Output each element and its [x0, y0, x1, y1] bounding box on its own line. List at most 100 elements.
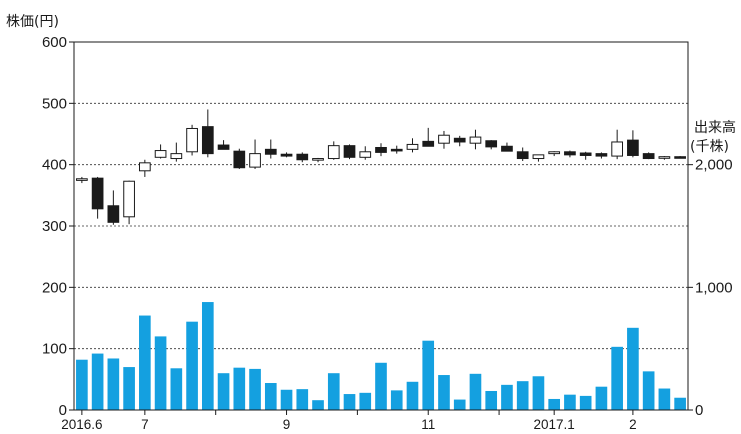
candle: [312, 157, 324, 163]
candle-body-up: [138, 162, 151, 172]
candle: [453, 135, 466, 147]
candle-body-up: [548, 151, 561, 155]
candle: [359, 146, 372, 160]
left-axis-tick-label: 200: [42, 279, 67, 296]
x-axis-tick-label: 9: [283, 417, 291, 432]
volume-bar: [501, 384, 513, 410]
candle: [91, 176, 104, 219]
candle-body-down: [627, 139, 639, 156]
candle: [627, 130, 639, 158]
left-axis-tick-label: 100: [42, 341, 67, 358]
candle: [327, 141, 340, 160]
candle: [658, 156, 671, 160]
right-axis-title-line1: 出来高: [694, 119, 736, 136]
candle-body-down: [91, 177, 104, 210]
candle-body-up: [438, 134, 450, 144]
candle-body-down: [375, 146, 387, 153]
left-axis-tick-label: 500: [42, 95, 67, 112]
volume-bar: [674, 397, 686, 410]
volume-bar: [107, 358, 120, 410]
left-axis-ticks: 0 100 200 300 400 500 600: [42, 34, 74, 419]
volume-bar: [201, 302, 214, 410]
candle: [186, 124, 198, 156]
candle-body-down: [280, 153, 293, 157]
candle-body-up: [327, 145, 340, 160]
candle: [422, 127, 435, 147]
candle-body-up: [312, 158, 324, 161]
volume-bar: [642, 371, 655, 410]
candle-body-down: [453, 137, 466, 143]
candle: [642, 152, 655, 160]
volume-bar: [139, 315, 151, 410]
volume-bar: [249, 368, 261, 410]
candle: [249, 139, 261, 169]
volume-bar: [611, 346, 623, 410]
candle-body-down: [595, 153, 608, 157]
left-axis-tick-label: 600: [42, 34, 67, 51]
candle: [138, 159, 151, 177]
left-axis-tick-label: 300: [42, 218, 67, 235]
left-axis-tick-label: 400: [42, 157, 67, 174]
candle: [343, 144, 356, 160]
candle: [595, 152, 608, 159]
candle-body-down: [642, 153, 655, 160]
volume-bar: [296, 389, 309, 410]
grid-lines: [74, 102, 688, 350]
volume-bar: [658, 388, 671, 410]
volume-bar: [438, 375, 450, 410]
candle: [674, 156, 686, 159]
candle: [296, 152, 309, 163]
candle: [611, 129, 624, 160]
candle-body-down: [422, 140, 435, 147]
volume-bar: [217, 373, 230, 410]
candle: [501, 142, 513, 152]
candle-body-up: [469, 136, 482, 144]
candle-body-up: [532, 154, 545, 160]
candle-body-up: [611, 141, 624, 157]
volume-bar: [264, 383, 277, 410]
candle: [107, 190, 120, 225]
volume-bar: [280, 389, 293, 410]
right-axis-tick-label: 1,000: [695, 279, 733, 296]
candle: [123, 180, 135, 225]
candle: [76, 176, 88, 184]
volume-bar: [532, 376, 545, 410]
candle-body-down: [107, 205, 120, 223]
candle: [532, 154, 545, 162]
volume-bar: [579, 395, 592, 410]
right-axis-tick-label: 2,000: [695, 157, 733, 174]
volume-bar: [154, 336, 167, 410]
x-axis-tick-label: 11: [421, 417, 435, 432]
volume-bar: [485, 390, 498, 410]
candle: [516, 147, 529, 161]
volume-bar: [343, 394, 356, 410]
candle-body-down: [343, 145, 356, 158]
volume-bar: [375, 362, 387, 410]
candle-body-down: [390, 148, 403, 152]
candle-body-up: [186, 127, 198, 153]
candle-body-down: [296, 153, 309, 161]
x-axis-tick-label: 2016.6: [61, 417, 102, 432]
candle-body-down: [579, 152, 592, 156]
candle-body-up: [359, 151, 372, 158]
candle-body-down: [564, 151, 576, 156]
candle: [469, 129, 482, 150]
candle-body-up: [76, 178, 88, 181]
x-axis-ticks: 2016.6 7 9 11 2017.1 2: [61, 410, 637, 432]
volume-bar: [595, 386, 608, 410]
left-axis-title: 株価(円): [6, 14, 59, 30]
volume-bar: [548, 398, 561, 410]
x-axis-tick-label: 2017.1: [534, 417, 575, 432]
right-axis-title-line2: (千株): [690, 139, 729, 155]
volume-bar: [91, 353, 104, 410]
candle: [390, 145, 403, 154]
left-axis-tick-label: 0: [59, 402, 67, 419]
candle-body-down: [501, 145, 513, 152]
volume-bar: [233, 367, 246, 410]
candle: [170, 142, 183, 162]
candle: [201, 109, 214, 158]
candle: [154, 144, 167, 159]
candle-body-down: [516, 151, 529, 160]
candle-body-up: [123, 180, 135, 218]
